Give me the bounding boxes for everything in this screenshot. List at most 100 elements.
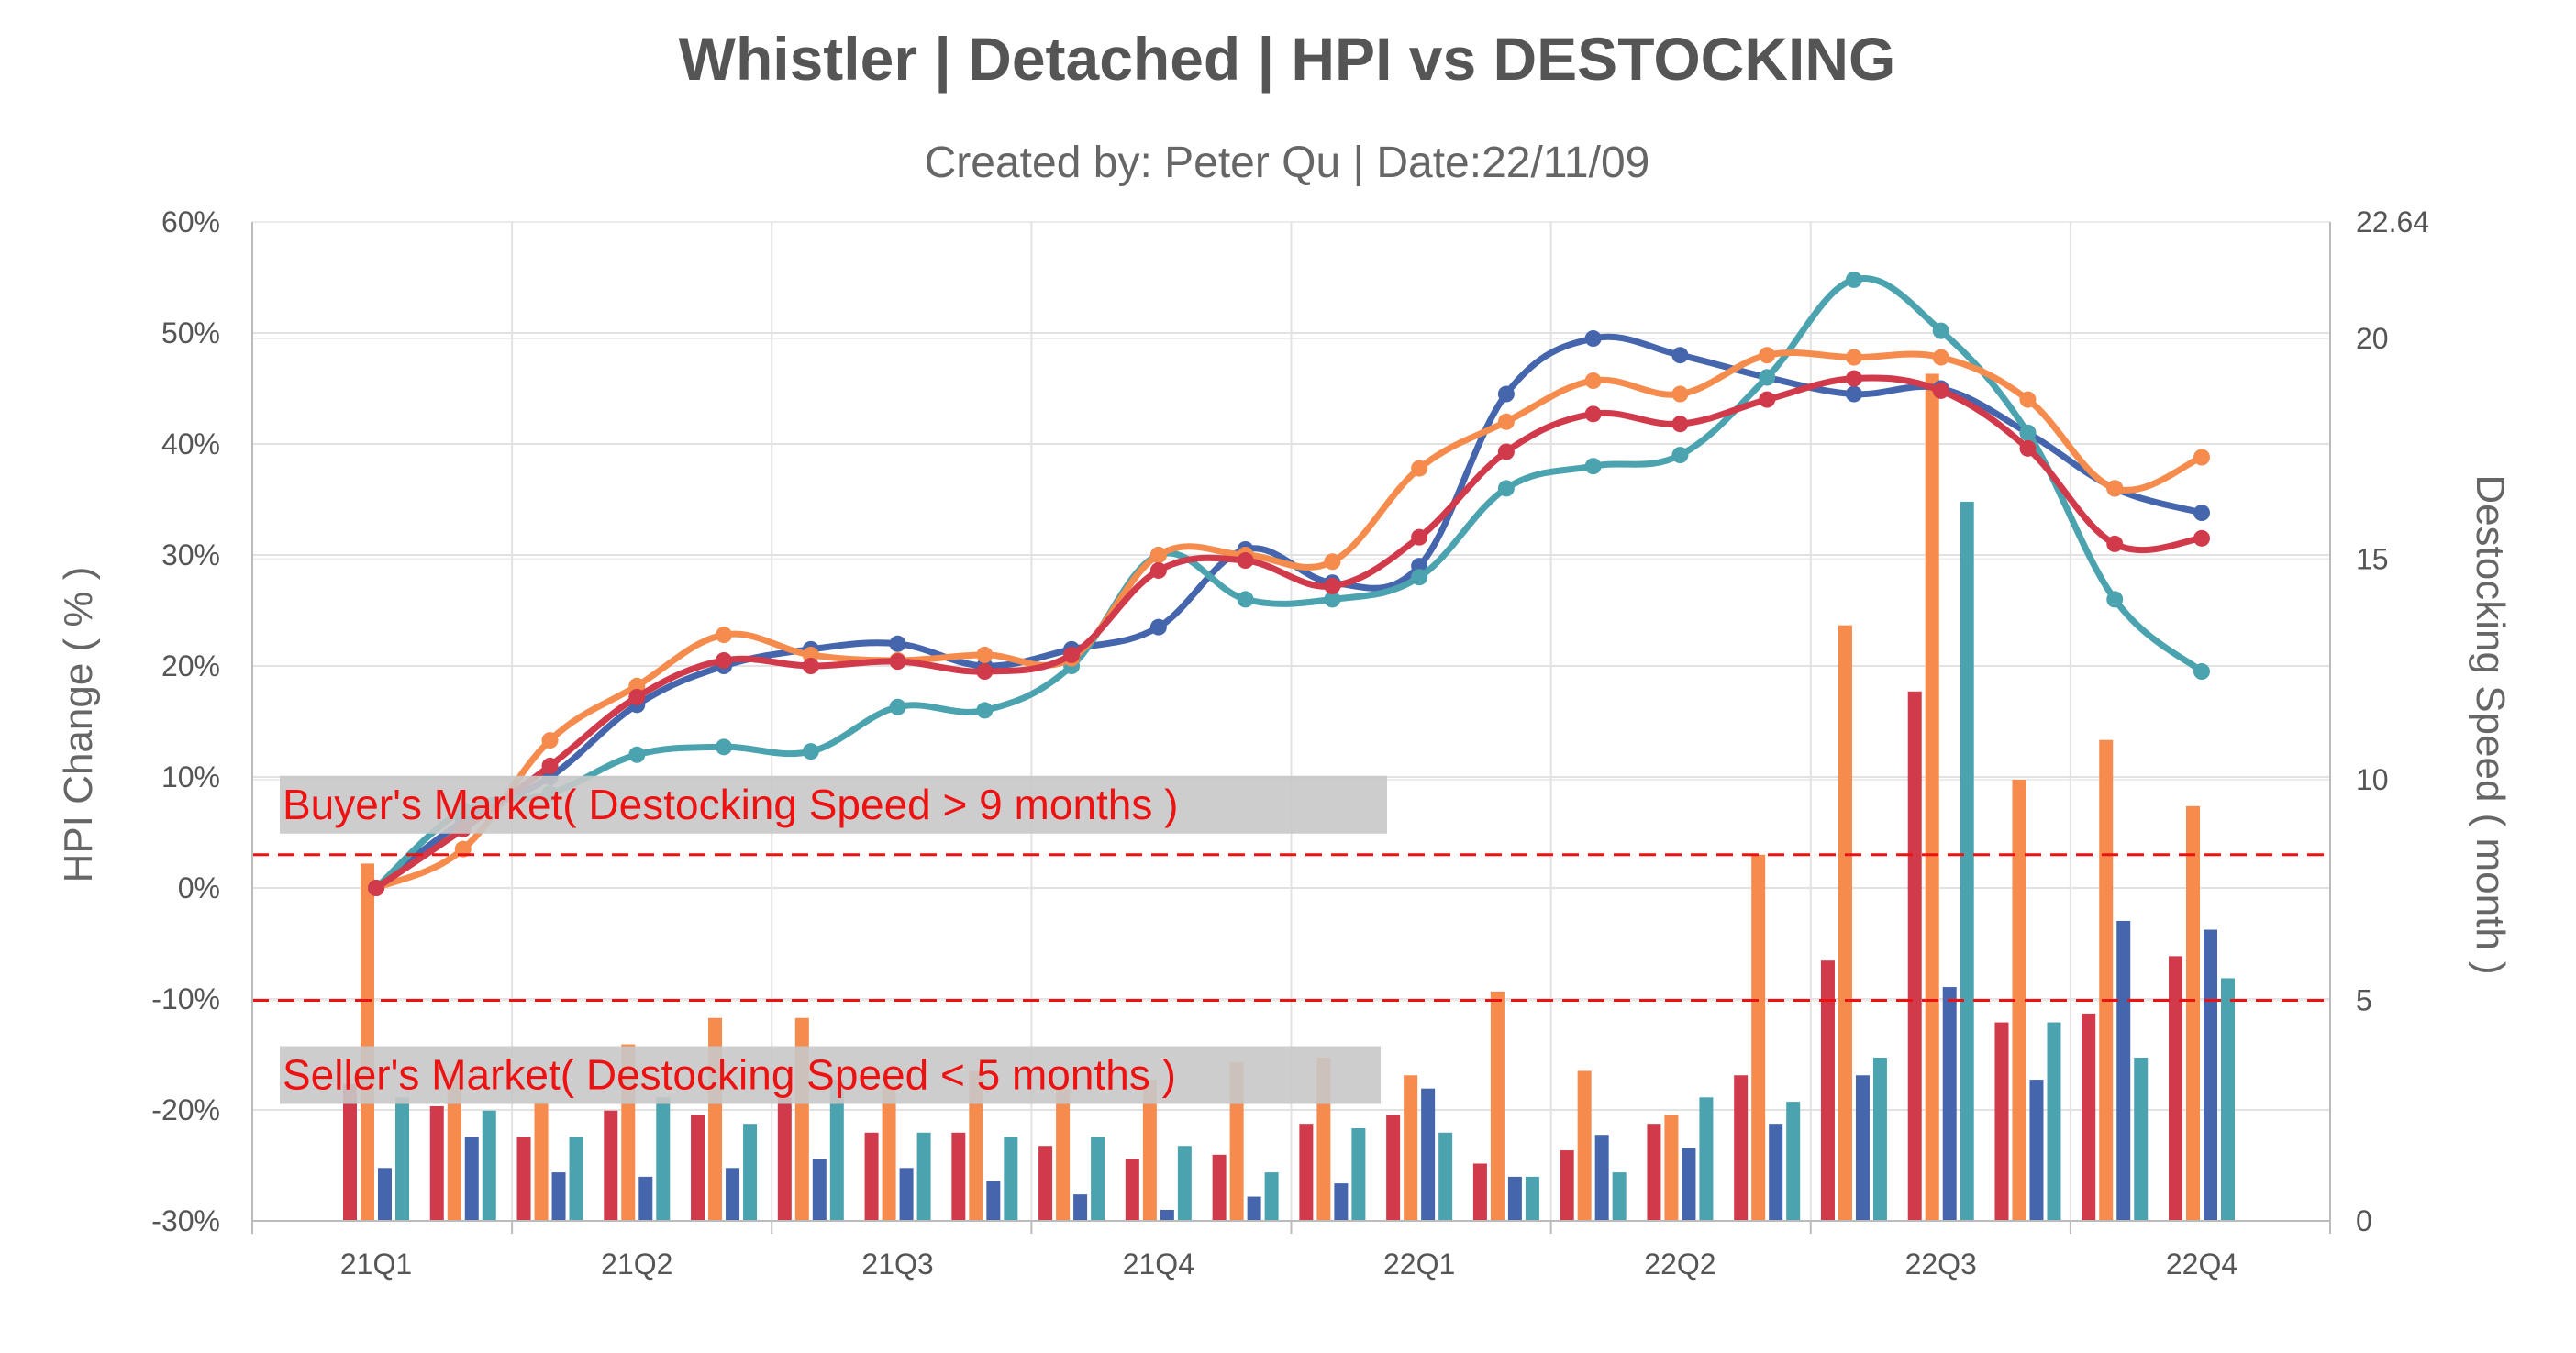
right-tick-label: 0 (2356, 1204, 2372, 1237)
destocking-bar (969, 1070, 983, 1221)
chart-subtitle: Created by: Peter Qu | Date:22/11/09 (925, 139, 1650, 187)
destocking-bar (986, 1181, 1001, 1221)
reference-label-bg (280, 1046, 1381, 1104)
destocking-bar (864, 1132, 879, 1221)
destocking-bar (429, 1105, 444, 1221)
destocking-bar (656, 1097, 671, 1221)
destocking-bar (1004, 1137, 1018, 1221)
hpi-point (1932, 322, 1949, 339)
hpi-point (1584, 405, 1602, 423)
hpi-point (1497, 413, 1515, 430)
hpi-point (628, 746, 646, 763)
reference-lines: Buyer's Market( Destocking Speed > 9 mon… (252, 775, 2330, 1104)
destocking-bar (2047, 1022, 2061, 1221)
destocking-bar (1142, 1080, 1157, 1221)
destocking-bar (1577, 1070, 1592, 1221)
x-tick-label: 22Q1 (1383, 1248, 1455, 1281)
destocking-bar (1177, 1146, 1192, 1221)
destocking-bar (1647, 1124, 1661, 1221)
hpi-point (1411, 460, 1428, 477)
destocking-bar (1594, 1135, 1609, 1221)
hpi-point (628, 688, 646, 705)
destocking-bar (1334, 1183, 1349, 1221)
destocking-bar (2204, 929, 2217, 1221)
hpi-point (2193, 449, 2210, 466)
hpi-point (2193, 663, 2210, 681)
y-axis-left-title: HPI Change ( % ) (56, 567, 101, 883)
destocking-bar (2221, 978, 2235, 1221)
destocking-bar (343, 1083, 357, 1221)
hpi-point (1497, 385, 1515, 403)
hpi-point (1671, 347, 1689, 364)
hpi-point (1497, 480, 1515, 497)
destocking-bar (551, 1172, 566, 1221)
hpi-point (1584, 372, 1602, 390)
hpi-point (1411, 528, 1428, 546)
reference-label: Buyer's Market( Destocking Speed > 9 mon… (283, 781, 1179, 828)
left-tick-label: -20% (151, 1093, 220, 1126)
destocking-bar (1264, 1172, 1279, 1221)
destocking-bar (1507, 1176, 1522, 1221)
destocking-bar (1942, 987, 1957, 1221)
destocking-bar (1872, 1058, 1887, 1221)
x-tick-label: 21Q4 (1123, 1248, 1194, 1281)
destocking-bar (2029, 1080, 2044, 1221)
left-tick-label: -30% (151, 1204, 220, 1237)
hpi-point (454, 840, 472, 858)
left-tick-label: 20% (161, 649, 220, 682)
destocking-bar (829, 1080, 844, 1221)
hpi-point (1671, 447, 1689, 464)
destocking-bar (1438, 1132, 1453, 1221)
hpi-point (2019, 391, 2037, 408)
hpi-lines (368, 271, 2210, 896)
hpi-point (976, 646, 994, 663)
left-tick-label: 60% (161, 205, 220, 238)
destocking-bar (1907, 691, 1922, 1221)
y-axis-right-title: Destocking Speed ( month ) (2468, 474, 2513, 974)
destocking-bar (1855, 1075, 1870, 1221)
hpi-point (716, 627, 733, 644)
destocking-bar (691, 1115, 705, 1221)
destocking-bar (604, 1110, 618, 1221)
destocking-bar (1664, 1115, 1679, 1221)
hpi-line (372, 349, 2205, 892)
hpi-point (976, 663, 994, 681)
hpi-point (889, 653, 906, 671)
reference-label-bg (280, 775, 1387, 834)
axes: 60% 50% 40% 30% 20% 10% 0% -10% -20% -30% 22.64 20 1… (151, 205, 2429, 1281)
destocking-bar (1056, 1088, 1071, 1221)
destocking-bar (1247, 1196, 1261, 1221)
hpi-point (2106, 591, 2124, 608)
destocking-bar (378, 1168, 392, 1221)
hpi-point (1149, 618, 1167, 636)
destocking-bar (1125, 1159, 1139, 1221)
destocking-bar (638, 1176, 653, 1221)
hpi-point (1237, 591, 1254, 608)
hpi-point (889, 635, 906, 652)
hpi-point (1324, 591, 1341, 608)
destocking-bar (1820, 960, 1835, 1221)
hpi-point (1759, 391, 1776, 408)
destocking-bar (1560, 1150, 1574, 1221)
destocking-bar (1994, 1022, 2009, 1221)
x-tick-label: 21Q3 (861, 1248, 933, 1281)
hpi-point (802, 743, 819, 760)
destocking-bar (2082, 1013, 2096, 1221)
destocking-bar (726, 1168, 740, 1221)
hpi-point (1845, 385, 1862, 403)
hpi-point (1759, 347, 1776, 364)
right-tick-label: 10 (2356, 763, 2389, 796)
destocking-bar (1682, 1148, 1696, 1221)
destocking-bar (1734, 1075, 1749, 1221)
hpi-point (1932, 382, 1949, 399)
x-tick-label: 22Q4 (2166, 1248, 2237, 1281)
hpi-point (1671, 385, 1689, 403)
hpi-point (1759, 369, 1776, 386)
destocking-bar (777, 1097, 792, 1221)
hpi-point (1584, 458, 1602, 475)
right-tick-label: 22.64 (2356, 205, 2429, 238)
hpi-point (1932, 349, 1949, 366)
hpi-point (1324, 577, 1341, 594)
left-tick-label: 10% (161, 760, 220, 793)
